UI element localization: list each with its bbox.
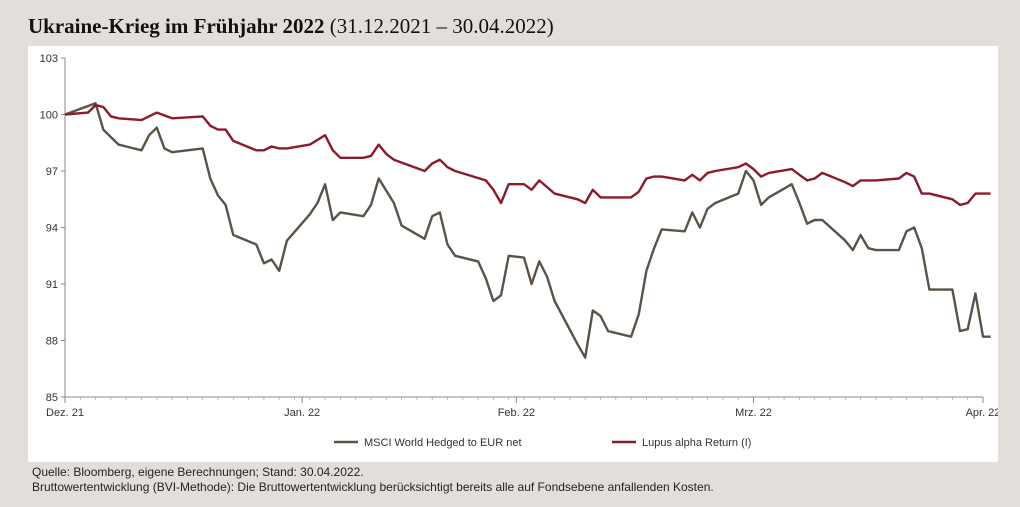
y-tick-label: 85 [46,392,58,404]
title-date-range: (31.12.2021 – 30.04.2022) [329,14,554,38]
series-line-msci-world [64,102,991,359]
x-tick-label: Jan. 22 [284,407,320,419]
chart-title: Ukraine-Krieg im Frühjahr 2022 (31.12.20… [28,14,554,39]
y-tick-label: 91 [46,279,58,291]
x-tick-label: Apr. 22 [966,407,998,419]
chart-axes: 85 88 91 94 97 100 103 Dez. 21 Jan. 22 Feb. 22 Mrz… [40,53,1001,419]
methodology-note: Bruttowertentwicklung (BVI-Methode): Die… [32,480,714,494]
x-tick-label: Dez. 21 [46,407,84,419]
legend-label: MSCI World Hedged to EUR net [364,437,522,449]
x-tick-label: Feb. 22 [498,407,535,419]
chart-series [64,102,991,359]
line-chart: 85 88 91 94 97 100 103 Dez. 21 Jan. 22 Feb. 22 Mrz… [40,53,1001,449]
series-line-lupus-alpha [64,103,991,207]
y-tick-label: 97 [46,166,58,178]
chart-panel: 85 88 91 94 97 100 103 Dez. 21 Jan. 22 Feb. 22 Mrz… [28,46,1001,462]
y-tick-label: 100 [40,110,58,122]
y-tick-label: 88 [46,336,58,348]
y-tick-label: 94 [46,223,58,235]
chart-legend: MSCI World Hedged to EUR net Lupus alpha … [334,437,751,449]
source-note: Quelle: Bloomberg, eigene Berechnungen; … [32,465,364,479]
legend-label: Lupus alpha Return (I) [642,437,751,449]
title-main: Ukraine-Krieg im Frühjahr 2022 [28,14,325,38]
chart-footer: Quelle: Bloomberg, eigene Berechnungen; … [32,465,714,495]
y-tick-label: 103 [40,53,58,65]
x-tick-label: Mrz. 22 [735,407,772,419]
